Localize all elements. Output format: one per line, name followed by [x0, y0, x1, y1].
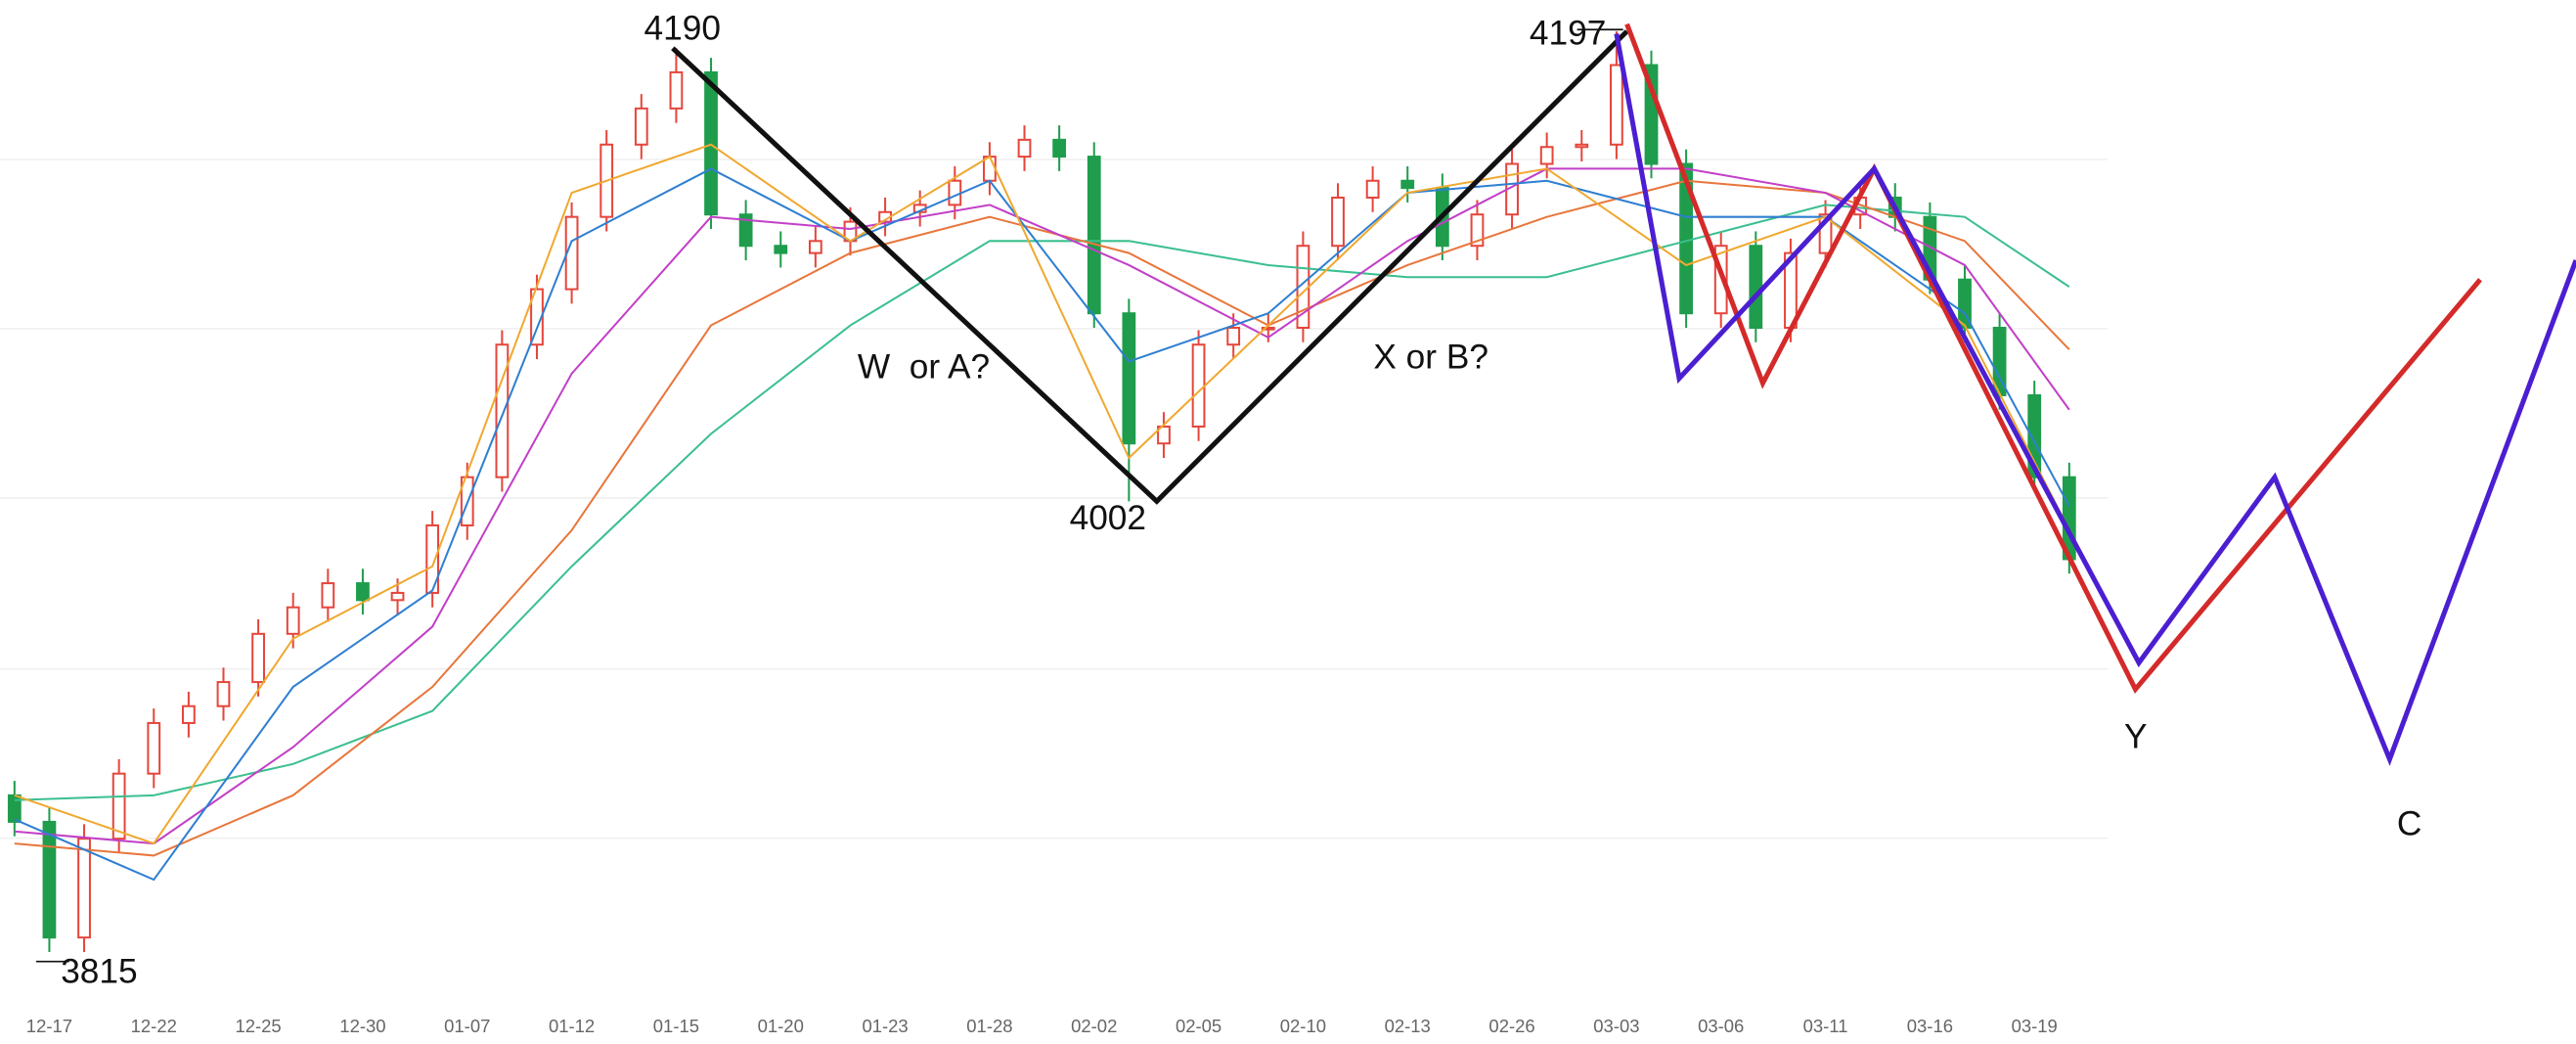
x-tick-label: 03-11 — [1803, 1016, 1848, 1036]
annotation: 4190 — [644, 9, 721, 47]
candle-body — [321, 582, 335, 609]
candle-body — [495, 343, 510, 478]
candle-body — [1400, 179, 1415, 190]
annotation: X or B? — [1373, 338, 1488, 376]
candle-body — [948, 179, 962, 206]
candle-body — [530, 288, 544, 346]
candle-body — [181, 704, 196, 724]
x-tick-label: 01-12 — [549, 1016, 595, 1036]
annotation: 3815 — [61, 953, 137, 991]
candle-body — [216, 681, 231, 707]
ma-line — [14, 167, 2070, 845]
candle-body — [634, 107, 648, 146]
candle-body — [425, 523, 440, 594]
candle-body — [286, 606, 300, 635]
candle-body — [1017, 138, 1032, 159]
candle-body — [774, 245, 788, 254]
candle-body — [77, 838, 91, 939]
candle-body — [1958, 278, 1972, 329]
wave-line — [1624, 23, 2482, 695]
candle-body — [669, 70, 684, 110]
x-tick-label: 02-02 — [1071, 1016, 1117, 1036]
annotations: 4190 4002 4197 3815 W or A? X or B? Y C — [36, 9, 2421, 991]
ma-line — [14, 143, 2070, 845]
candle-body — [147, 721, 161, 775]
x-tick-label: 01-07 — [444, 1016, 490, 1036]
marks — [7, 23, 2576, 952]
candle-body — [1261, 326, 1275, 331]
annotation: 4002 — [1070, 499, 1146, 537]
candle-body — [1644, 64, 1659, 165]
x-tick-label: 01-15 — [653, 1016, 699, 1036]
candle-body — [1087, 156, 1101, 315]
x-tick-label: 12-25 — [235, 1016, 281, 1036]
x-tick-label: 12-17 — [26, 1016, 72, 1036]
x-tick-label: 03-19 — [2012, 1016, 2058, 1036]
candle-body — [1052, 138, 1067, 159]
annotation: Y — [2124, 717, 2148, 755]
x-tick-label: 12-30 — [339, 1016, 385, 1036]
candle-body — [390, 591, 405, 602]
x-tick-label: 01-28 — [966, 1016, 1012, 1036]
candle-body — [704, 70, 718, 216]
candle-body — [808, 240, 822, 254]
wave-line — [1614, 33, 2576, 766]
x-tick-label: 02-10 — [1280, 1016, 1326, 1036]
candle-body — [1122, 312, 1136, 445]
candle-body — [1749, 245, 1763, 329]
x-tick-label: 02-05 — [1176, 1016, 1221, 1036]
candle-body — [111, 772, 126, 840]
candle-body — [1331, 196, 1345, 248]
candle-body — [42, 820, 57, 939]
candle-body — [356, 582, 370, 602]
candle-body — [983, 156, 997, 182]
x-tick-label: 03-03 — [1593, 1016, 1639, 1036]
candle-body — [1610, 64, 1623, 146]
x-tick-label: 12-22 — [131, 1016, 177, 1036]
candle-body — [1575, 143, 1589, 149]
x-tick-label: 03-06 — [1698, 1016, 1744, 1036]
annotation: C — [2397, 804, 2421, 842]
annotation: W or A? — [858, 347, 990, 386]
candle-body — [2027, 393, 2042, 478]
candle-body — [1818, 213, 1833, 254]
ma-line — [14, 167, 2070, 882]
candle-body — [1470, 213, 1485, 248]
candle-body — [1539, 146, 1554, 165]
candle-body — [251, 632, 265, 684]
x-tick-label: 02-13 — [1385, 1016, 1431, 1036]
candle-body — [1365, 179, 1380, 199]
x-tick-label: 02-26 — [1488, 1016, 1534, 1036]
ma-line — [14, 204, 2070, 801]
annotation: 4197 — [1530, 14, 1606, 52]
candle-body — [1226, 326, 1241, 346]
wave-line — [671, 29, 1629, 505]
candle-body — [1191, 343, 1206, 428]
candle-body — [1157, 425, 1171, 445]
candle-body — [738, 213, 753, 248]
x-tick-label: 01-23 — [862, 1016, 908, 1036]
x-tick-label: 03-16 — [1907, 1016, 1953, 1036]
x-tick-label: 01-20 — [758, 1016, 804, 1036]
